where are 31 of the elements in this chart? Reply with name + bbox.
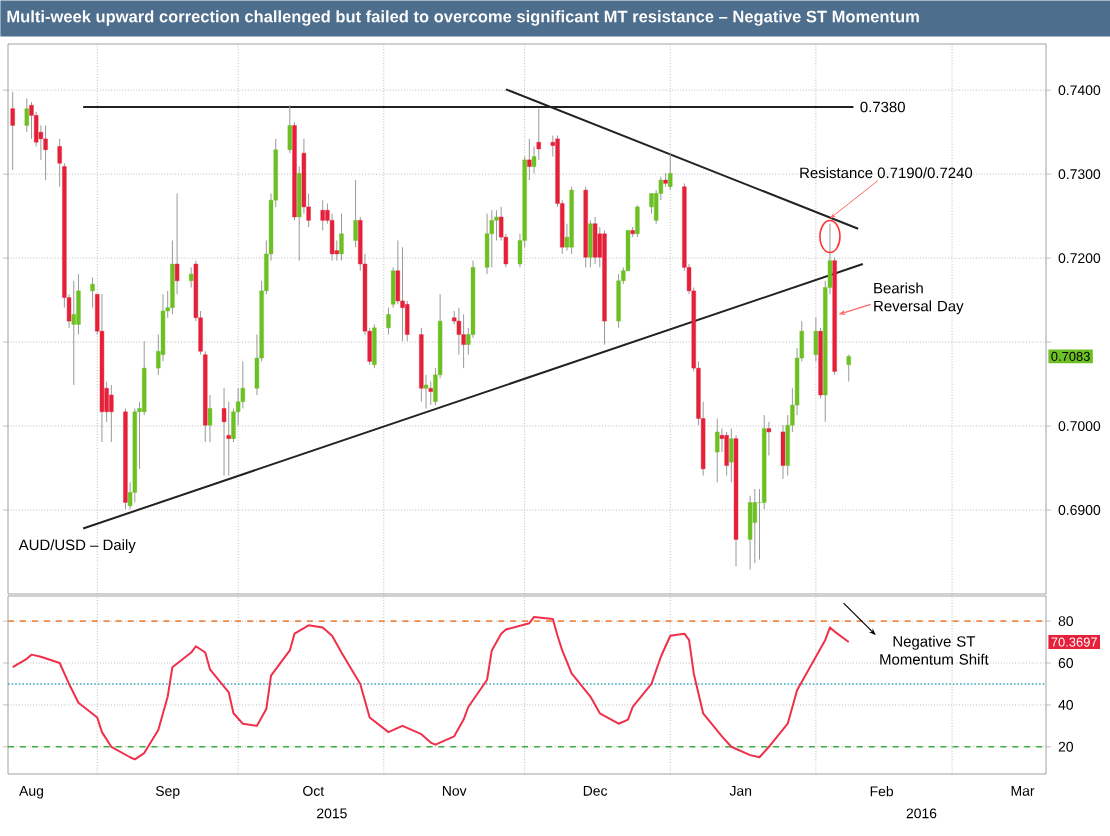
- candlestick: [320, 199, 325, 231]
- candlestick: [846, 354, 851, 383]
- candlestick: [287, 104, 292, 154]
- candlestick: [372, 323, 377, 369]
- line-series: [11, 615, 850, 761]
- candlestick: [724, 431, 729, 477]
- candlestick: [428, 381, 433, 406]
- candlestick: [489, 209, 494, 268]
- candlestick: [189, 266, 194, 289]
- candlestick: [616, 273, 621, 329]
- candlestick: [715, 418, 720, 483]
- candlestick: [353, 179, 358, 248]
- candlestick: [24, 98, 29, 133]
- chart-title: Multi-week upward correction challenged but failed to overcome significant MT resistance – Negative ST Momentum: [7, 10, 919, 26]
- candlestick: [588, 219, 593, 268]
- candlestick: [400, 246, 405, 342]
- candlestick: [484, 213, 490, 275]
- candlestick: [71, 280, 76, 386]
- candlestick: [29, 101, 34, 140]
- candlestick: [109, 384, 114, 443]
- candlestick: [668, 152, 673, 191]
- candlestick: [649, 192, 654, 215]
- candlestick: [10, 91, 15, 171]
- candlestick: [43, 124, 48, 181]
- candlestick: [339, 213, 344, 262]
- candlestick: [527, 138, 532, 181]
- candlestick: [635, 204, 640, 238]
- candlestick: [386, 307, 391, 336]
- candlestick: [461, 313, 466, 369]
- candlestick: [592, 216, 598, 265]
- candlestick: [221, 387, 227, 477]
